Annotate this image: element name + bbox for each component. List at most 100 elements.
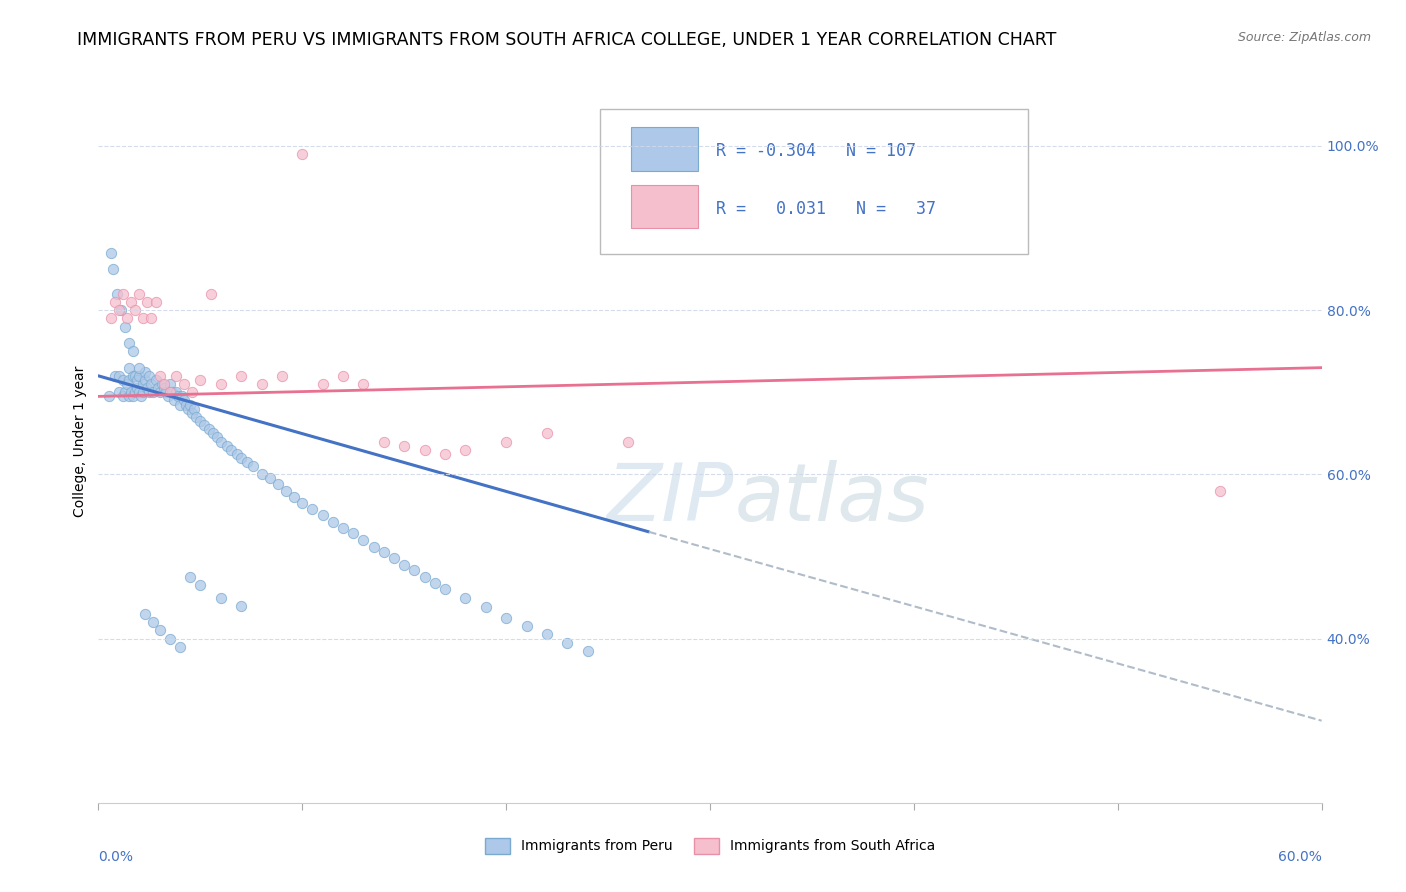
Point (118, 373, 141, 387)
Point (186, 409, 208, 424)
Point (413, 442, 436, 457)
Point (115, 377, 138, 392)
Point (301, 501, 323, 516)
Text: atlas: atlas (734, 460, 929, 539)
Point (111, 373, 134, 387)
Point (132, 311, 155, 326)
Point (114, 385, 136, 400)
Point (413, 570, 436, 584)
Point (156, 389, 179, 403)
Point (118, 360, 141, 375)
Point (127, 381, 149, 395)
Point (110, 303, 132, 318)
Point (495, 434, 517, 449)
Point (127, 373, 149, 387)
Point (142, 385, 165, 400)
Point (209, 377, 232, 392)
Point (404, 564, 426, 578)
Point (124, 385, 146, 400)
Point (149, 368, 172, 383)
Text: IMMIGRANTS FROM PERU VS IMMIGRANTS FROM SOUTH AFRICA COLLEGE, UNDER 1 YEAR CORRE: IMMIGRANTS FROM PERU VS IMMIGRANTS FROM … (77, 31, 1057, 49)
Point (219, 442, 242, 457)
Point (152, 377, 174, 392)
Point (322, 515, 344, 529)
Point (209, 591, 232, 605)
Point (291, 496, 314, 510)
Point (114, 319, 136, 334)
Bar (630, 185, 697, 228)
Point (120, 385, 142, 400)
Point (274, 483, 297, 498)
Point (108, 368, 131, 383)
Point (128, 286, 150, 301)
Point (160, 385, 183, 400)
Point (474, 600, 498, 615)
Y-axis label: College, Under 1 year: College, Under 1 year (73, 366, 87, 517)
Point (236, 455, 259, 469)
Point (423, 575, 446, 590)
Point (352, 533, 374, 547)
Point (115, 311, 138, 326)
Point (454, 591, 477, 605)
Point (173, 393, 195, 408)
Point (312, 508, 335, 523)
Point (231, 450, 253, 465)
Point (165, 385, 187, 400)
Point (363, 540, 385, 554)
Point (138, 385, 160, 400)
Point (179, 570, 201, 584)
Point (181, 385, 204, 400)
Point (145, 295, 167, 310)
Point (312, 377, 335, 392)
Point (392, 439, 416, 453)
Point (138, 368, 160, 383)
Text: R = -0.304   N = 107: R = -0.304 N = 107 (716, 142, 917, 160)
Point (134, 373, 156, 387)
Point (134, 365, 156, 379)
Point (183, 401, 205, 416)
Point (231, 368, 253, 383)
Point (97, 389, 120, 403)
Point (434, 582, 457, 597)
Point (128, 360, 150, 375)
Point (142, 615, 165, 630)
Point (108, 303, 131, 318)
Point (200, 286, 222, 301)
Point (146, 381, 169, 395)
Point (165, 368, 187, 383)
Point (283, 491, 305, 505)
Point (332, 368, 354, 383)
Text: ZIP: ZIP (607, 460, 734, 539)
Point (105, 286, 128, 301)
Point (267, 477, 290, 491)
Point (122, 368, 145, 383)
Point (155, 385, 177, 400)
Point (128, 368, 150, 383)
Point (536, 426, 558, 441)
Point (132, 377, 155, 392)
Point (250, 377, 273, 392)
Text: R =   0.031   N =   37: R = 0.031 N = 37 (716, 200, 936, 218)
Point (124, 303, 146, 318)
Point (122, 389, 145, 403)
Point (124, 368, 146, 383)
Point (128, 385, 150, 400)
Point (100, 311, 122, 326)
Point (188, 373, 212, 387)
Point (111, 389, 134, 403)
Point (149, 385, 172, 400)
Point (231, 599, 253, 613)
Point (159, 385, 181, 400)
Point (134, 607, 156, 621)
Point (159, 632, 181, 646)
Point (536, 627, 558, 641)
Point (259, 471, 281, 485)
Point (226, 447, 249, 461)
Point (104, 295, 127, 310)
Text: 0.0%: 0.0% (98, 850, 134, 863)
Point (555, 636, 579, 650)
Legend: Immigrants from Peru, Immigrants from South Africa: Immigrants from Peru, Immigrants from So… (485, 838, 935, 854)
Point (101, 262, 124, 277)
Point (205, 430, 228, 444)
Point (122, 344, 145, 359)
